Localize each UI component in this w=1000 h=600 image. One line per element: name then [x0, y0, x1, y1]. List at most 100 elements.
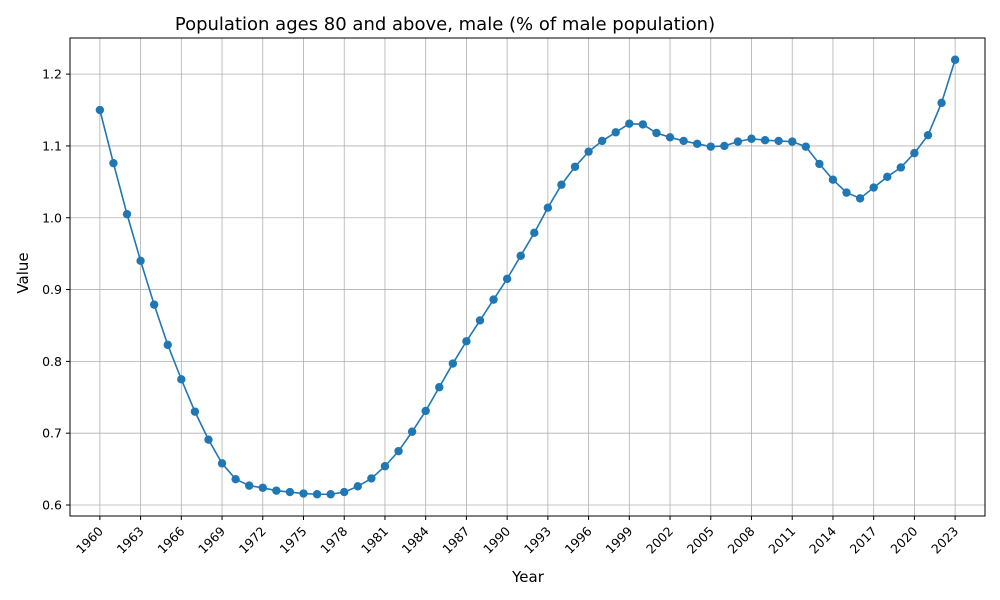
data-point [407, 427, 417, 436]
data-point [326, 490, 335, 499]
data-point [502, 274, 512, 283]
data-point [516, 251, 525, 261]
data-point [122, 209, 132, 219]
axes-layer: 1960 1963 1966 1969 1972 1975 1978 1981 1984 1987… [42, 37, 986, 557]
y-tick-label: 1.0 [42, 210, 62, 225]
y-tick-label: 0.7 [42, 426, 62, 441]
y-tick-label: 0.9 [42, 282, 62, 297]
data-point [788, 137, 797, 146]
x-tick-label: 1978 [317, 523, 350, 556]
data-point [190, 407, 200, 416]
data-point [163, 340, 172, 350]
data-point [760, 135, 770, 145]
data-point [883, 172, 892, 182]
y-tick-label: 0.6 [42, 498, 62, 513]
data-point [231, 474, 240, 484]
data-point [272, 486, 281, 495]
data-point [448, 359, 458, 368]
x-tick-label: 1996 [562, 523, 595, 556]
x-tick-label: 1984 [399, 523, 432, 556]
y-axis-label: Value [14, 252, 32, 293]
data-point [462, 337, 471, 346]
x-tick-label: 2017 [847, 524, 880, 557]
data-point [910, 148, 919, 158]
data-point [258, 483, 267, 492]
data-point [950, 55, 960, 64]
series-layer [95, 55, 960, 499]
x-tick-label: 2023 [928, 524, 961, 557]
data-point [530, 228, 539, 238]
data-point [869, 183, 878, 192]
x-tick-label: 1975 [277, 524, 310, 557]
data-point [937, 98, 946, 108]
data-point [244, 481, 254, 490]
x-tick-label: 2011 [765, 524, 798, 557]
data-point [340, 487, 349, 497]
data-point [285, 487, 295, 497]
series-line [99, 59, 956, 496]
data-point [299, 489, 308, 498]
data-point [367, 474, 376, 483]
data-point [380, 462, 390, 471]
x-tick-label: 1960 [73, 523, 106, 556]
data-point [557, 180, 566, 189]
data-point [421, 406, 430, 416]
chart-title: Population ages 80 and above, male (% of… [175, 14, 715, 35]
data-point [95, 105, 105, 115]
x-tick-label: 1990 [480, 523, 513, 556]
x-tick-label: 2014 [806, 523, 839, 556]
x-tick-label: 1999 [602, 523, 635, 556]
data-point [706, 142, 715, 151]
x-tick-label: 2005 [684, 524, 717, 557]
x-axis-label: Year [511, 568, 545, 586]
data-point [217, 459, 227, 468]
data-point [489, 295, 498, 304]
x-tick-label: 1987 [439, 524, 472, 557]
data-point [720, 141, 729, 151]
data-point [570, 162, 580, 171]
data-point [543, 203, 553, 212]
grid-layer [70, 38, 985, 516]
data-point [747, 134, 756, 143]
data-point [652, 128, 661, 138]
data-point [828, 175, 838, 184]
x-tick-label: 1963 [114, 524, 147, 557]
data-point [597, 136, 607, 146]
data-point [312, 490, 322, 499]
data-point [679, 136, 688, 146]
data-point [394, 446, 403, 456]
data-point [896, 163, 906, 172]
data-point [109, 158, 118, 168]
data-point [733, 137, 743, 146]
data-point [625, 119, 634, 128]
x-tick-label: 1972 [236, 524, 269, 557]
data-point [584, 147, 593, 156]
data-point [855, 194, 865, 203]
data-point [177, 375, 186, 384]
data-point [665, 133, 675, 142]
data-point [692, 139, 702, 148]
data-point [842, 188, 851, 197]
data-point [774, 136, 783, 146]
y-tick-label: 1.2 [42, 67, 62, 82]
data-point [638, 120, 648, 129]
data-point [801, 142, 811, 151]
x-tick-label: 1969 [195, 523, 228, 556]
data-point [611, 128, 620, 137]
data-point [923, 130, 933, 140]
data-point [136, 256, 145, 266]
x-tick-label: 1993 [521, 524, 554, 557]
x-tick-label: 1966 [154, 523, 187, 556]
x-tick-label: 2020 [887, 523, 920, 556]
data-point [475, 316, 485, 325]
data-point [204, 435, 213, 444]
x-tick-label: 2008 [725, 523, 758, 556]
data-point [149, 300, 159, 309]
data-point [435, 383, 444, 392]
plot-frame [69, 37, 986, 517]
data-point [353, 482, 363, 491]
x-tick-label: 2002 [643, 524, 676, 557]
y-tick-label: 0.8 [42, 354, 62, 369]
x-tick-label: 1981 [358, 524, 391, 557]
